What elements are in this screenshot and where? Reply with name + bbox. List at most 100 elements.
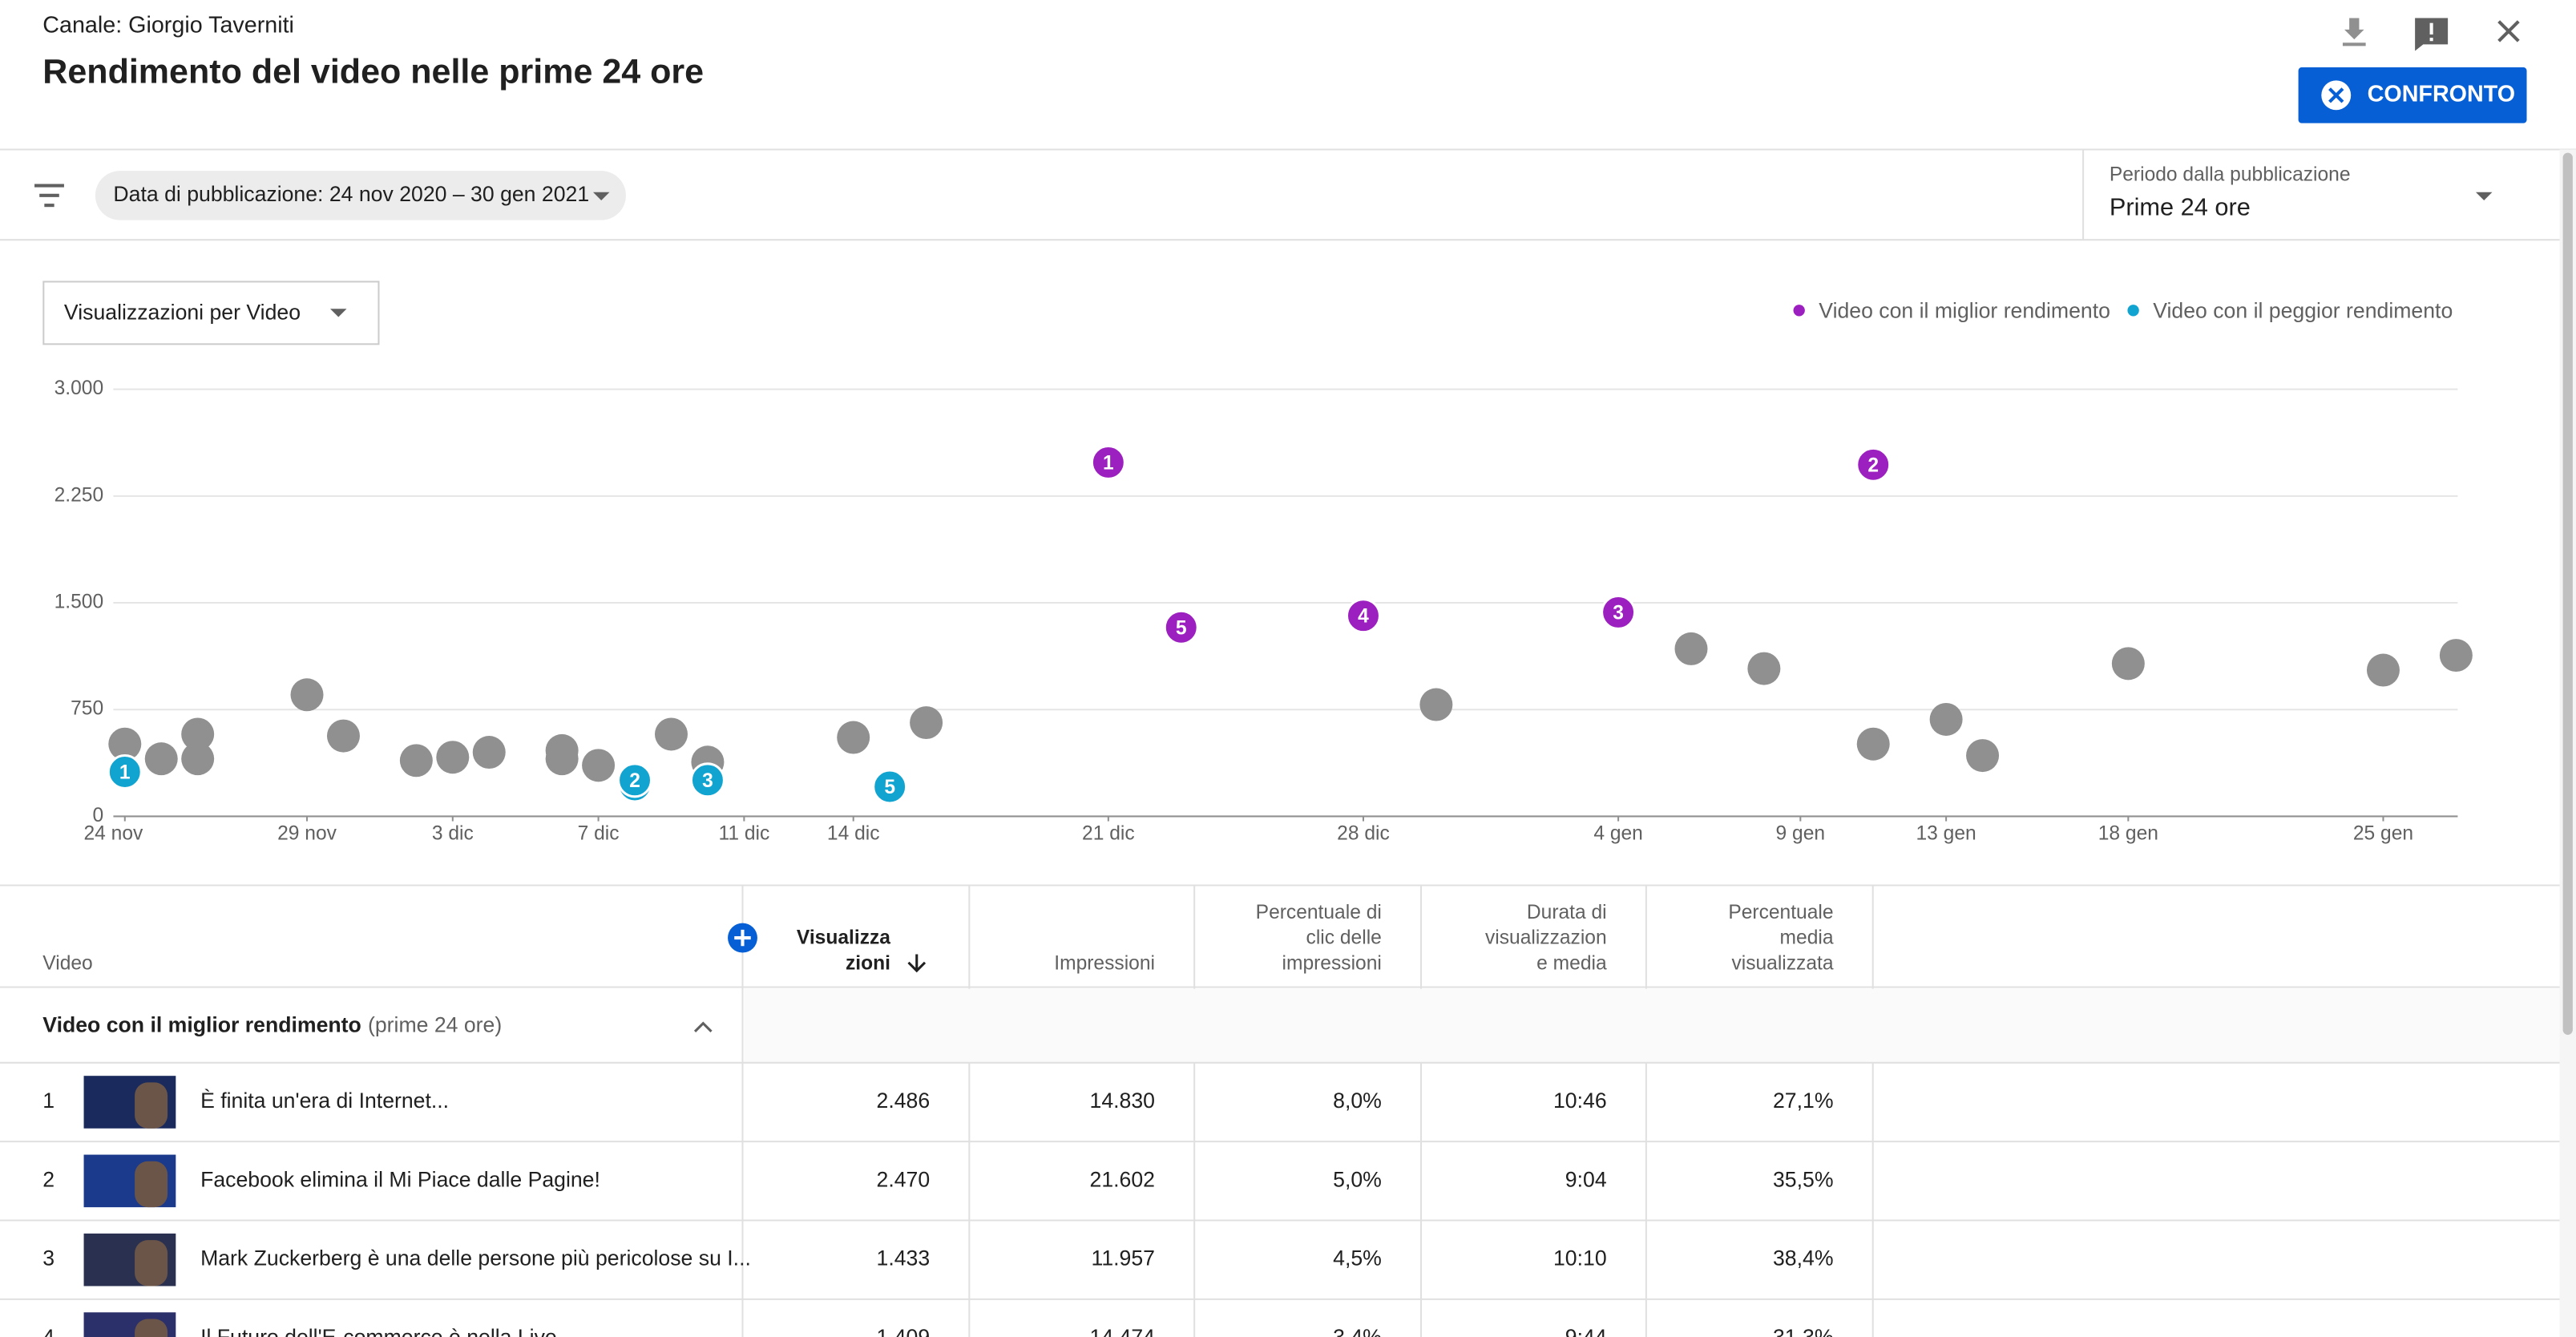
ranked-point[interactable] [1090, 444, 1126, 480]
collapse-icon[interactable] [693, 1021, 713, 1032]
column-header: Durata di [1527, 902, 1607, 923]
x-tick-label: 11 dic [718, 822, 769, 844]
filter-chip[interactable]: Data di pubblicazione: 24 nov 2020 – 30 … [95, 171, 626, 220]
cell: 9:44 [1565, 1325, 1607, 1337]
x-tick-label: 28 dic [1337, 822, 1390, 844]
point[interactable] [144, 742, 178, 776]
period-label[interactable]: Periodo dalla pubblicazione [2110, 164, 2351, 186]
x-tick-label: 4 gen [1593, 822, 1643, 844]
cell: 10:46 [1553, 1089, 1607, 1113]
ranked-point[interactable] [616, 762, 653, 798]
video-title[interactable]: Facebook elimina il Mi Piace dalle Pagin… [200, 1167, 600, 1191]
point[interactable] [1929, 702, 1963, 736]
download-icon[interactable] [2342, 18, 2366, 46]
legend-swatch [1793, 305, 1805, 317]
cell: 9:04 [1565, 1167, 1607, 1191]
x-tick-label: 7 dic [578, 822, 620, 844]
column-header: Video [42, 952, 92, 974]
cell: 2.470 [877, 1167, 931, 1191]
point[interactable] [108, 727, 142, 761]
video-title[interactable]: È finita un'era di Internet... [200, 1089, 449, 1113]
point[interactable] [2366, 653, 2400, 687]
point[interactable] [290, 678, 324, 712]
cell: 31,3% [1773, 1325, 1834, 1337]
chip-label[interactable]: Data di pubblicazione: 24 nov 2020 – 30 … [113, 182, 589, 206]
column-header: visualizzata [1731, 952, 1833, 974]
table: Video Visualizza zioni Impressioni Percentua… [0, 885, 2560, 1337]
point-label: 2 [629, 770, 640, 792]
point[interactable] [181, 742, 215, 776]
column-header: Percentuale di [1256, 902, 1382, 923]
cell: 2.486 [877, 1089, 931, 1113]
column-header[interactable]: Visualizza [797, 927, 890, 949]
y-tick-label: 750 [71, 698, 103, 720]
ranked-point[interactable] [689, 762, 725, 798]
metric-label[interactable]: Visualizzazioni per Video [64, 300, 301, 324]
ranked-point[interactable] [1345, 598, 1382, 634]
video-title[interactable]: Il Futuro dell'E-commerce è nella Live [200, 1325, 557, 1337]
filter-icon[interactable] [34, 184, 64, 208]
y-tick-label: 0 [92, 805, 103, 826]
cell: 1.409 [877, 1325, 931, 1337]
row-index: 2 [42, 1167, 55, 1191]
cell: 8,0% [1333, 1089, 1382, 1113]
channel-name: Canale: Giorgio Taverniti [42, 12, 294, 38]
point[interactable] [326, 719, 360, 753]
x-tick-label: 21 dic [1082, 822, 1135, 844]
point[interactable] [1747, 652, 1781, 685]
ranked-point[interactable] [872, 769, 908, 805]
point-label: 3 [1613, 602, 1624, 624]
ranked-point[interactable] [1601, 594, 1637, 630]
cell: 11.957 [1091, 1246, 1154, 1270]
point[interactable] [399, 744, 433, 778]
metric-select[interactable]: Visualizzazioni per Video [42, 281, 380, 345]
point[interactable] [181, 717, 215, 751]
period-value[interactable]: Prime 24 ore [2110, 192, 2251, 220]
y-tick-label: 3.000 [55, 378, 104, 399]
ranked-point[interactable] [1855, 446, 1892, 483]
point[interactable] [837, 721, 870, 754]
point-label: 1 [119, 762, 131, 784]
point[interactable] [545, 742, 579, 776]
x-tick-label: 18 gen [2098, 822, 2158, 844]
add-icon[interactable] [734, 929, 751, 947]
column-header: Impressioni [1054, 952, 1155, 974]
group-title[interactable]: Video con il miglior rendimento [42, 1013, 361, 1037]
thumbnail-face [135, 1161, 168, 1208]
point[interactable] [472, 736, 506, 769]
period-select[interactable]: Periodo dalla pubblicazione Prime 24 ore [2110, 164, 2493, 221]
video-title[interactable]: Mark Zuckerberg è una delle persone più … [200, 1246, 751, 1270]
ranked-point[interactable] [1163, 609, 1199, 645]
x-tick-label: 3 dic [432, 822, 474, 844]
sort-arrow [907, 954, 927, 973]
compare-button[interactable]: CONFRONTO [2298, 67, 2527, 123]
cell: 5,0% [1333, 1167, 1382, 1191]
point[interactable] [1966, 739, 2000, 773]
thumbnail-face [135, 1319, 168, 1337]
column-header: media [1780, 927, 1834, 949]
point[interactable] [2111, 647, 2145, 681]
point[interactable] [436, 741, 470, 774]
feedback-icon[interactable] [2415, 18, 2449, 51]
x-tick-label: 29 nov [277, 822, 337, 844]
scrollbar-thumb[interactable] [2562, 152, 2573, 1035]
point[interactable] [910, 706, 943, 740]
ranked-point[interactable] [107, 753, 143, 790]
button-label[interactable]: CONFRONTO [2368, 81, 2515, 107]
point[interactable] [1856, 727, 1890, 761]
thumbnail-face [135, 1082, 168, 1129]
column-header: impressioni [1282, 952, 1382, 974]
point[interactable] [582, 749, 616, 782]
point-label: 1 [1103, 452, 1114, 474]
y-tick-label: 2.250 [55, 484, 104, 506]
point[interactable] [1419, 688, 1453, 721]
point[interactable] [1674, 632, 1708, 665]
column-header[interactable]: zioni [846, 952, 890, 974]
close-icon[interactable] [2497, 20, 2520, 42]
point[interactable] [654, 717, 688, 751]
point[interactable] [2439, 639, 2473, 673]
row-index: 1 [42, 1089, 55, 1113]
group-note: (prime 24 ore) [368, 1013, 502, 1037]
